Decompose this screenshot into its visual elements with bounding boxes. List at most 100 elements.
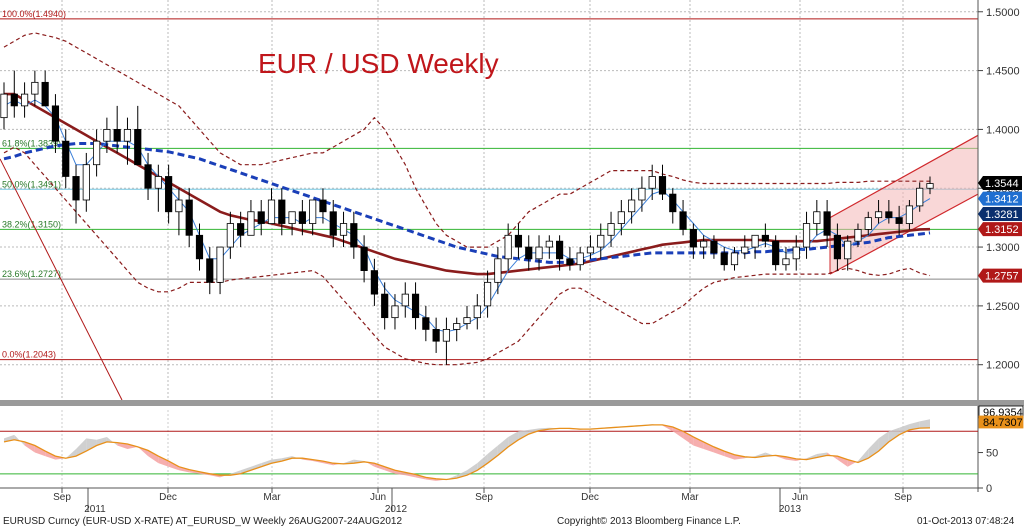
candle-body: [916, 187, 924, 207]
candle-body: [494, 258, 502, 283]
candle-body: [411, 293, 420, 319]
candle-body: [628, 199, 636, 213]
candle-body: [802, 223, 811, 248]
candle-body: [710, 240, 718, 254]
oscillator-band-segment: [919, 419, 930, 429]
candle-body: [103, 129, 111, 142]
x-axis-tick-label: Mar: [263, 492, 281, 503]
oscillator-signal-line: [3, 424, 931, 481]
oscillator-readout: 84.7307: [978, 415, 1024, 429]
candle-body: [329, 211, 337, 236]
x-axis-tick-label: Dec: [581, 492, 599, 503]
candle-body: [792, 246, 800, 260]
candle-body: [751, 234, 759, 248]
oscillator-band-segment: [394, 470, 406, 476]
y-axis-tick-label: 1.2500: [986, 301, 1020, 313]
candle-body: [679, 211, 687, 230]
candle-body: [195, 234, 204, 260]
y-axis-tick-label: 1.2000: [986, 360, 1020, 372]
candle-body: [10, 93, 18, 107]
candle-body: [20, 93, 29, 107]
candle-body: [525, 246, 533, 260]
candle-body: [638, 187, 646, 201]
oscillator-band-segment: [816, 452, 828, 458]
candle-body: [422, 317, 430, 330]
candle-body: [154, 176, 162, 189]
trend-channel-lower: [829, 193, 979, 275]
oscillator-band-segment: [508, 431, 519, 447]
candle-body: [926, 183, 934, 189]
oscillator-band-segment: [384, 466, 395, 474]
candle-body: [556, 240, 564, 260]
candle-body: [463, 317, 471, 324]
price-tag-box: [978, 207, 1022, 221]
x-axis-year-label: 2012: [385, 504, 408, 515]
x-axis-year-label: 2011: [84, 504, 106, 515]
oscillator-band-segment: [713, 446, 725, 457]
fib-diagonal-line: [0, 158, 123, 401]
oscillator-band-segment: [24, 441, 35, 453]
candle-body: [62, 140, 70, 177]
oscillator-band-segment: [672, 427, 684, 439]
oscillator-readout-box: [978, 415, 1024, 429]
oscillator-band-segment: [693, 436, 704, 449]
indicator-series-line: [3, 146, 931, 366]
candle-body: [319, 199, 327, 213]
candle-body: [607, 223, 615, 236]
candle-body: [82, 164, 90, 201]
x-axis-tick-label: Sep: [894, 492, 912, 503]
oscillator-band-segment: [250, 463, 262, 471]
x-axis-tick-label: Jun: [370, 492, 386, 503]
x-axis-tick-label: Dec: [159, 492, 177, 503]
price-tag-box: [978, 268, 1022, 283]
candle-body: [772, 240, 780, 266]
trend-channel-upper: [829, 134, 979, 219]
oscillator-band-segment: [148, 450, 159, 464]
oscillator-band-segment: [168, 461, 179, 471]
candle-body: [51, 105, 60, 142]
candle-body: [401, 293, 409, 307]
y-axis-tick-label: 1.3000: [986, 242, 1020, 254]
price-tag-label: 1.3412: [985, 194, 1019, 206]
price-tags: 1.3544 1.3412 1.3281 1.3152 1.2757: [978, 176, 1022, 283]
candle-body: [298, 211, 306, 224]
candle-body: [905, 205, 914, 224]
oscillator-band-segment: [487, 445, 498, 464]
oscillator-band-segment: [518, 429, 529, 440]
y-axis-tick-label: 1.4500: [986, 66, 1020, 78]
candle-body: [165, 176, 173, 213]
candle-body: [566, 258, 574, 266]
candle-body: [844, 240, 852, 260]
candle-body: [720, 252, 728, 266]
oscillator-band-segment: [888, 427, 900, 442]
candle-body: [185, 199, 193, 236]
oscillator-band-segment: [45, 451, 56, 460]
oscillator-band-segment: [65, 449, 77, 459]
price-tag-label: 1.2757: [985, 271, 1019, 283]
candle-body: [134, 129, 142, 166]
candle-body: [267, 199, 276, 224]
candle-body: [72, 176, 80, 201]
candle-body: [278, 199, 286, 224]
y-axis-tick-label: 1.4000: [986, 124, 1020, 136]
oscillator-band-segment: [261, 459, 272, 467]
price-tag: 1.3412: [978, 191, 1022, 206]
candle-body: [237, 223, 245, 236]
x-axis-tick-label: Mar: [681, 492, 699, 503]
candle-body: [206, 258, 214, 283]
oscillator-band-segment: [178, 466, 190, 473]
oscillator-band-segment: [683, 431, 694, 446]
oscillator-band-segment: [878, 431, 889, 452]
candle-body: [761, 234, 769, 242]
oscillator-band-segment: [909, 421, 920, 430]
price-tag: 1.3281: [978, 207, 1022, 221]
price-tag-label: 1.3152: [985, 224, 1019, 236]
candle-body: [741, 246, 749, 254]
candle-body: [823, 211, 831, 236]
chart-title: EUR / USD Weekly: [258, 48, 499, 79]
candle-body: [370, 270, 378, 295]
candle-body: [339, 223, 348, 236]
candle-body: [514, 234, 523, 248]
oscillator-band-segment: [662, 424, 673, 432]
